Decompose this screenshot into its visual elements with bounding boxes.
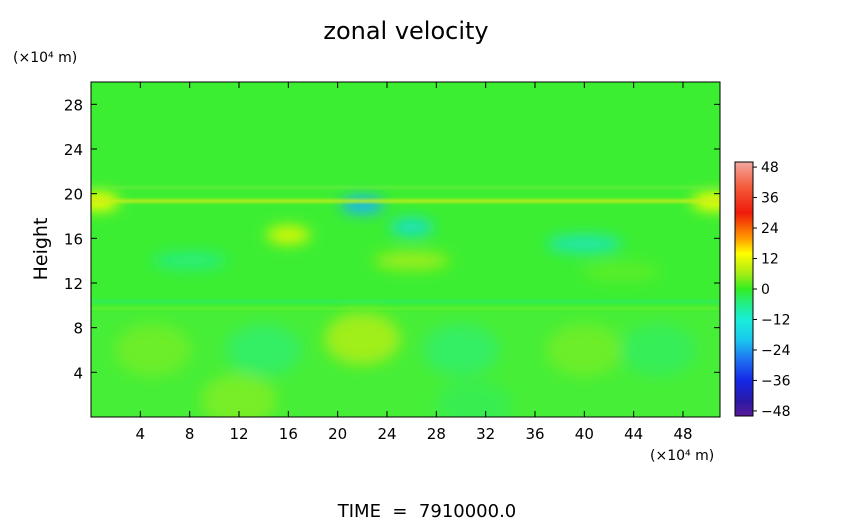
colorbar-tick-label: 12 [761,252,779,268]
field-blobs [91,192,720,417]
x-tick-label: 28 [427,425,446,443]
colorbar-tick-label: −12 [761,312,791,328]
x-tick-label: 16 [279,425,298,443]
field-blob [225,324,302,376]
x-tick-label: 36 [525,425,544,443]
colorbar-tick-label: 36 [761,191,779,207]
x-tick-label: 24 [377,425,396,443]
heatmap-field [91,82,720,417]
colorbar-tick-label: 0 [761,282,770,298]
stripe-base [91,307,720,310]
field-blob [114,324,191,376]
colorbar-tick-label: −36 [761,373,791,389]
colorbar-tick-label: −24 [761,343,791,359]
x-tick-label: 32 [476,425,495,443]
colorbar-tick-label: −48 [761,404,791,420]
y-tick-label: 16 [64,230,83,248]
field-blob [546,324,623,376]
colorbar: 48 36 24 12 0 −12 −24 −36 −48 [734,160,791,420]
x-tick-label: 48 [673,425,692,443]
field-blob [340,195,385,214]
colorbar-ticks: 48 36 24 12 0 −12 −24 −36 −48 [753,160,791,420]
stripe-mid [91,300,720,303]
field-blob [423,324,499,376]
field-blob [201,374,277,417]
field-blob [151,251,228,270]
y-tick-label: 12 [64,275,83,293]
colorbar-tick-label: 48 [761,160,779,176]
field-blob [324,312,401,365]
y-axis-label: Height [30,218,52,281]
x-axis: 4 8 12 16 20 24 28 32 36 40 44 48 [136,82,693,443]
x-tick-label: 12 [229,425,248,443]
x-tick-label: 40 [575,425,594,443]
chart-title: zonal velocity [323,17,488,45]
plot-frame [90,81,721,418]
y-tick-label: 8 [73,320,83,338]
field-blob [620,324,697,376]
y-axis: 4 8 12 16 20 24 28 [64,96,720,382]
y-tick-label: 20 [64,186,83,204]
x-unit-label: (×10⁴ m) [650,448,714,464]
field-blob [546,234,623,253]
field-blob [373,251,450,270]
field-blob [435,379,512,417]
x-tick-label: 4 [136,425,146,443]
field-blob [583,262,660,281]
stripes [91,186,720,310]
lower-layer-band [91,312,720,417]
field-blob [266,225,311,244]
x-tick-label: 20 [328,425,347,443]
x-tick-label: 44 [624,425,643,443]
stripe-jet [91,199,720,203]
stripe-upper [91,186,720,189]
x-tick-label: 8 [185,425,195,443]
y-unit-label: (×10⁴ m) [13,50,77,66]
y-tick-label: 4 [73,364,83,382]
field-blob [389,218,434,237]
y-tick-label: 28 [64,96,83,114]
time-footer: TIME = 7910000.0 [337,501,517,519]
colorbar-gradient [735,162,753,416]
y-tick-label: 24 [64,141,83,159]
colorbar-tick-label: 24 [761,221,779,237]
